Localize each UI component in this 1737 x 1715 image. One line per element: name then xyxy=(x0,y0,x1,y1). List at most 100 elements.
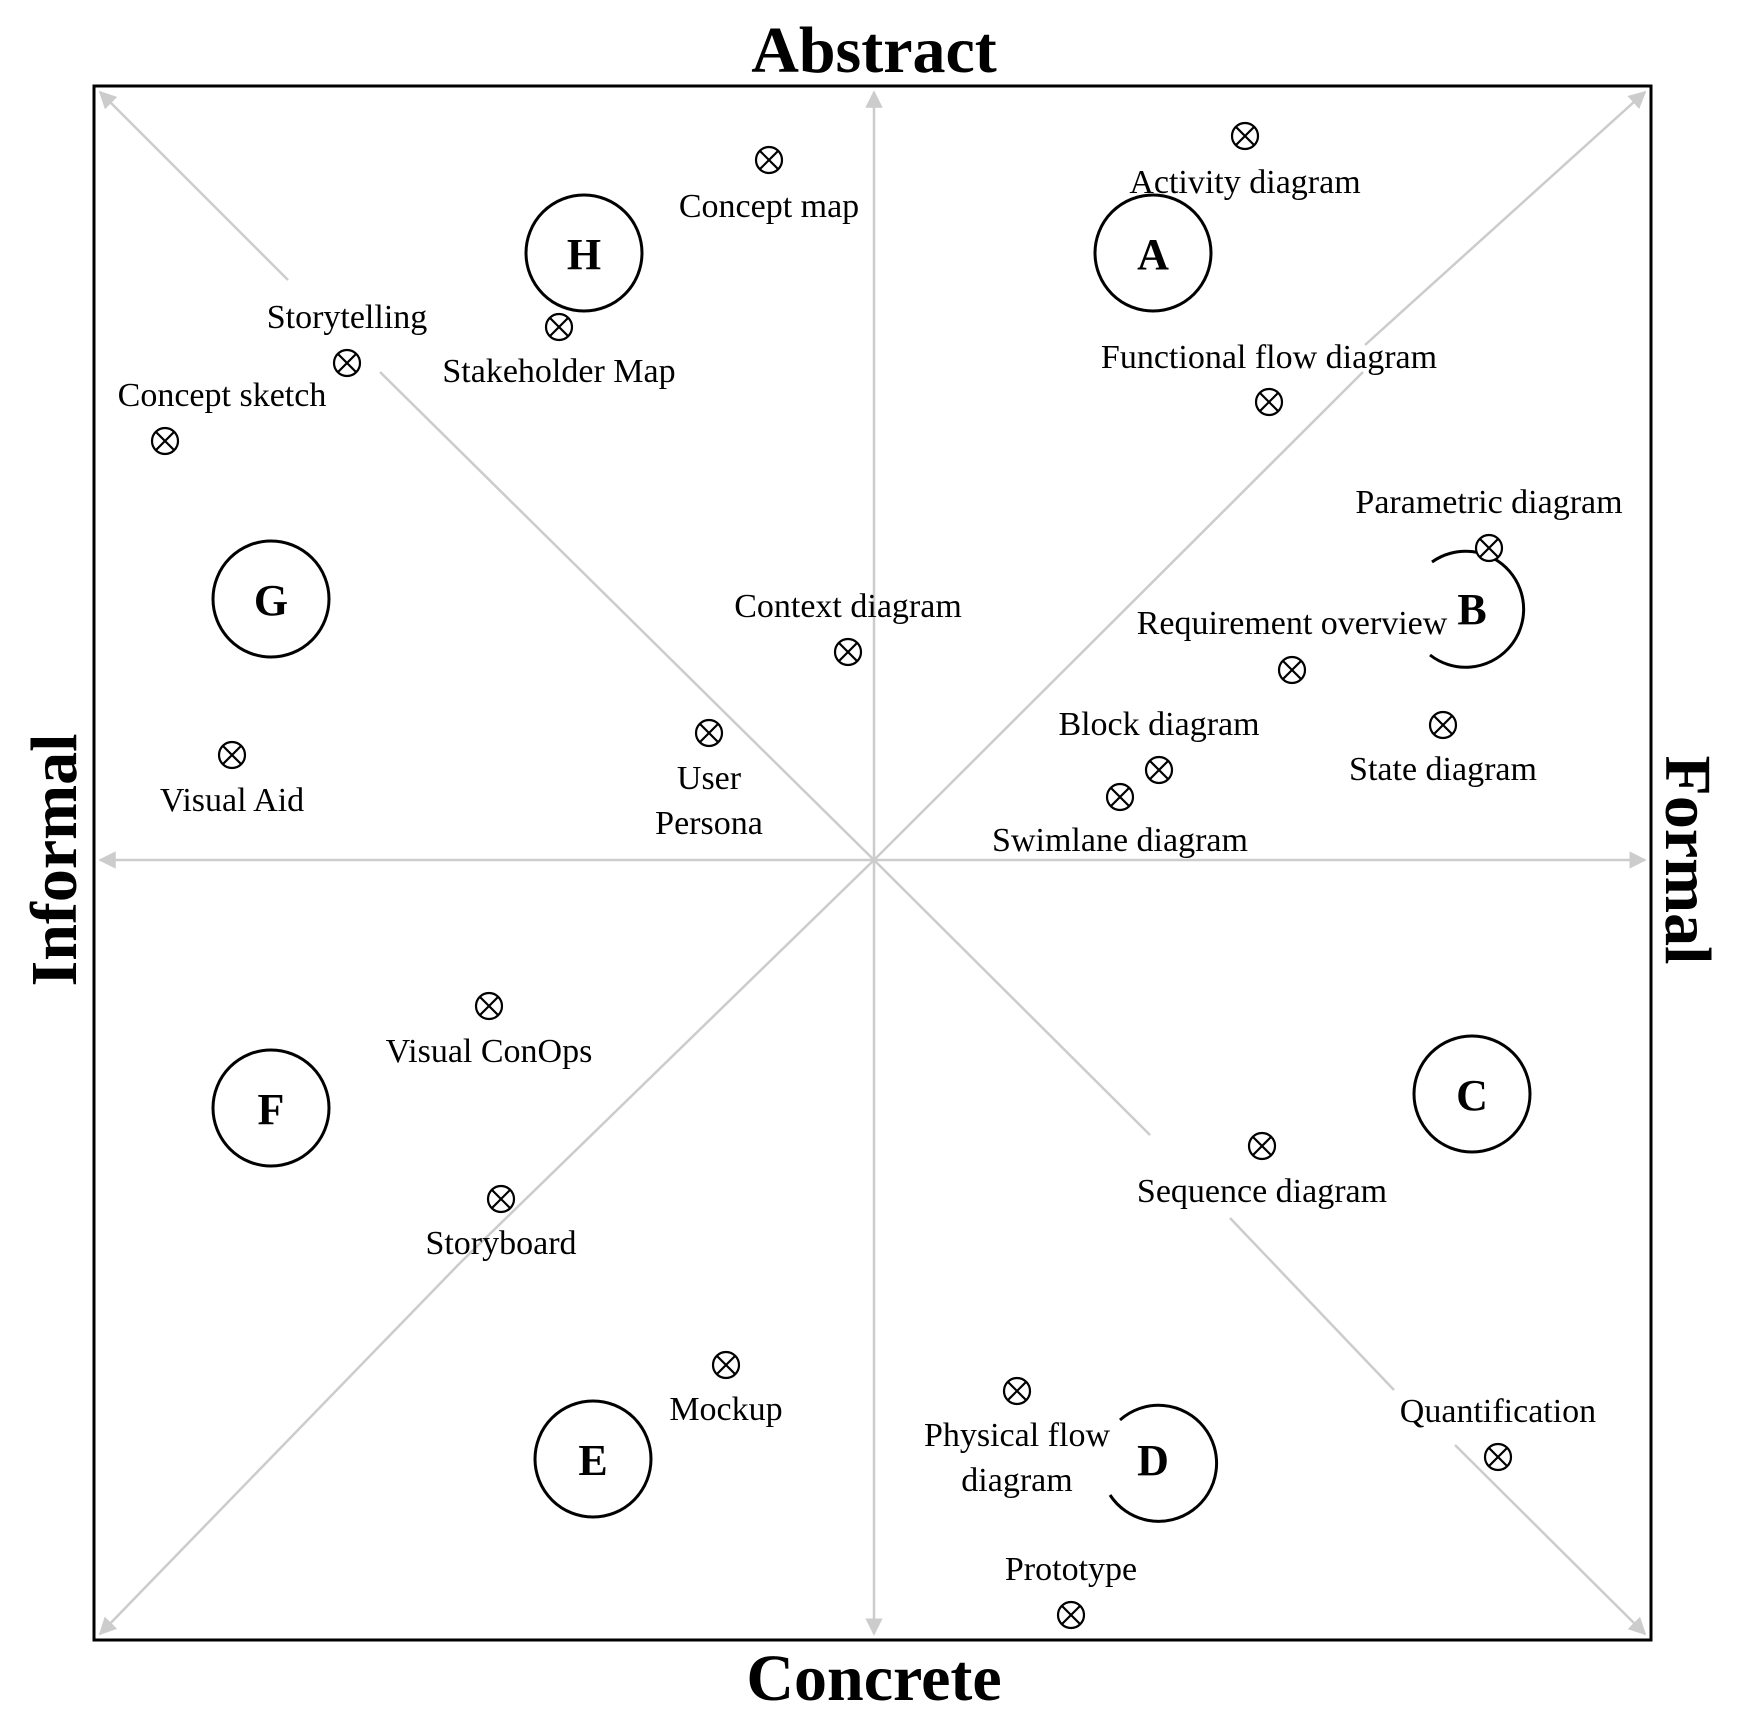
cluster-label-c: C xyxy=(1456,1071,1488,1120)
method-marker-stakeholder-map xyxy=(544,312,574,342)
method-label-stakeholder-map: Stakeholder Map xyxy=(442,353,675,390)
diagonal-lower-right-tip xyxy=(1454,1444,1647,1636)
cluster-label-g: G xyxy=(254,576,288,625)
method-label-visual-conops: Visual ConOps xyxy=(386,1033,593,1070)
method-label-quantification: Quantification xyxy=(1400,1393,1596,1430)
cluster-ring-e xyxy=(533,1399,653,1519)
cluster-ring-f xyxy=(211,1048,331,1168)
method-storytelling: Storytelling xyxy=(267,299,428,378)
axis-title-formal: Formal xyxy=(1651,756,1724,965)
method-marker-quantification xyxy=(1483,1442,1513,1472)
method-mockup: Mockup xyxy=(669,1350,783,1428)
method-marker-mockup xyxy=(711,1350,741,1380)
method-quantification: Quantification xyxy=(1400,1393,1596,1472)
cluster-ring-h xyxy=(524,193,644,313)
diagonal-upper-left xyxy=(379,371,875,861)
method-physical-flow-diagram: Physical flow diagram xyxy=(924,1376,1110,1499)
cluster-ring-g xyxy=(211,539,331,659)
method-marker-functional-flow-diagram xyxy=(1254,387,1284,417)
cluster-ring-d xyxy=(1108,1403,1219,1523)
method-marker-concept-map xyxy=(754,145,784,175)
method-label-sequence-diagram: Sequence diagram xyxy=(1137,1173,1387,1210)
method-marker-storytelling xyxy=(332,348,362,378)
method-marker-visual-conops xyxy=(474,991,504,1021)
method-marker-parametric-diagram xyxy=(1474,533,1504,563)
method-label-storytelling: Storytelling xyxy=(267,299,428,336)
method-marker-storyboard xyxy=(486,1184,516,1214)
method-marker-visual-aid xyxy=(217,740,247,770)
method-label-swimlane-diagram: Swimlane diagram xyxy=(992,822,1248,859)
diagonal-upper-right xyxy=(873,371,1364,861)
cluster-label-f: F xyxy=(258,1085,285,1134)
axis-title-concrete: Concrete xyxy=(746,1642,1001,1715)
diagonal-lower-left-tip xyxy=(98,1262,461,1636)
method-visual-aid: Visual Aid xyxy=(160,740,304,819)
method-prototype: Prototype xyxy=(1005,1551,1137,1630)
method-marker-concept-sketch xyxy=(150,426,180,456)
method-marker-activity-diagram xyxy=(1230,121,1260,151)
method-label-concept-map: Concept map xyxy=(679,188,859,225)
cluster-ring-a xyxy=(1093,193,1213,313)
method-label-concept-sketch: Concept sketch xyxy=(118,377,327,414)
method-marker-physical-flow-diagram xyxy=(1002,1376,1032,1406)
method-label-requirement-overview: Requirement overview xyxy=(1137,605,1448,642)
method-label-block-diagram: Block diagram xyxy=(1058,706,1259,743)
method-label-physical-flow-diagram-line-1: Physical flow xyxy=(924,1417,1110,1454)
cluster-ring-c xyxy=(1412,1034,1532,1154)
method-concept-sketch: Concept sketch xyxy=(118,377,327,456)
method-label-visual-aid: Visual Aid xyxy=(160,782,304,819)
method-block-diagram: Block diagram xyxy=(1058,706,1260,785)
method-swimlane-diagram: Swimlane diagram xyxy=(992,782,1248,859)
method-visual-conops: Visual ConOps xyxy=(386,991,593,1070)
cluster-label-d: D xyxy=(1137,1436,1169,1485)
cluster-group: A B C D E F G H xyxy=(211,193,1532,1523)
method-sequence-diagram: Sequence diagram xyxy=(1137,1131,1387,1210)
method-marker-block-diagram xyxy=(1144,755,1174,785)
cluster-ring-b xyxy=(1429,549,1526,669)
method-label-functional-flow-diagram: Functional flow diagram xyxy=(1101,339,1437,376)
diagram-frame xyxy=(92,84,1653,1642)
axis-title-abstract: Abstract xyxy=(751,14,997,87)
method-marker-sequence-diagram xyxy=(1247,1131,1277,1161)
method-label-user-persona-line-1: User xyxy=(677,760,742,797)
cluster-label-b: B xyxy=(1457,585,1486,634)
method-marker-prototype xyxy=(1056,1600,1086,1630)
method-state-diagram: State diagram xyxy=(1349,710,1537,788)
method-activity-diagram: Activity diagram xyxy=(1129,121,1361,201)
method-marker-context-diagram xyxy=(833,637,863,667)
method-user-persona: User Persona xyxy=(655,718,763,842)
diagonal-lower-right-mid xyxy=(1229,1217,1395,1391)
method-label-prototype: Prototype xyxy=(1005,1551,1137,1588)
cluster-label-e: E xyxy=(578,1436,607,1485)
method-label-mockup: Mockup xyxy=(669,1391,782,1428)
method-marker-state-diagram xyxy=(1428,710,1458,740)
method-functional-flow-diagram: Functional flow diagram xyxy=(1101,339,1437,417)
method-label-storyboard: Storyboard xyxy=(425,1225,576,1262)
method-marker-swimlane-diagram xyxy=(1105,782,1135,812)
cluster-label-a: A xyxy=(1137,230,1169,279)
method-stakeholder-map: Stakeholder Map xyxy=(442,312,676,390)
method-concept-map: Concept map xyxy=(679,145,859,225)
method-marker-user-persona xyxy=(694,718,724,748)
diagonal-lower-right xyxy=(873,859,1151,1136)
method-storyboard: Storyboard xyxy=(425,1184,577,1262)
axis-title-informal: Informal xyxy=(18,734,91,987)
method-parametric-diagram: Parametric diagram xyxy=(1355,484,1623,563)
method-label-physical-flow-diagram-line-2: diagram xyxy=(961,1462,1072,1499)
method-label-parametric-diagram: Parametric diagram xyxy=(1355,484,1622,521)
method-group: Concept map Activity diagram Storytell xyxy=(118,121,1623,1630)
guide-lines xyxy=(98,90,1647,1636)
method-requirement-overview: Requirement overview xyxy=(1137,605,1448,685)
diagonal-upper-left-tip xyxy=(98,90,289,281)
cluster-label-h: H xyxy=(567,230,601,279)
method-label-user-persona-line-2: Persona xyxy=(655,805,763,842)
method-label-activity-diagram: Activity diagram xyxy=(1129,164,1360,201)
method-marker-requirement-overview xyxy=(1277,655,1307,685)
method-label-context-diagram: Context diagram xyxy=(734,588,962,625)
diagonal-upper-right-tip xyxy=(1364,90,1647,346)
method-label-state-diagram: State diagram xyxy=(1349,751,1537,788)
method-context-diagram: Context diagram xyxy=(734,588,962,667)
diagonal-lower-left xyxy=(459,859,875,1264)
